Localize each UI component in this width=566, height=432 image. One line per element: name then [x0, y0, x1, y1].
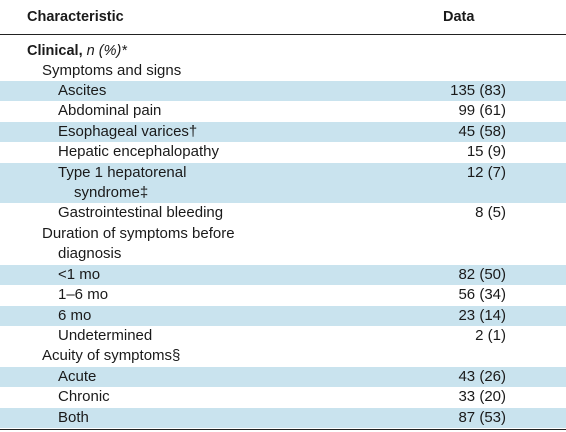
row-value: 12 (7) [466, 164, 506, 181]
table-row: Both 87 (53) [0, 408, 566, 428]
bottom-rule [0, 429, 566, 430]
row-value: 56 (34) [458, 286, 506, 303]
row-label: 1–6 mo [58, 286, 109, 303]
row-label: Hepatic encephalopathy [58, 143, 219, 160]
group-duration: Duration of symptoms before diagnosis [0, 224, 566, 264]
row-label: Both [58, 409, 89, 426]
table-row: Type 1 hepatorenal syndrome‡ 12 (7) [0, 163, 566, 203]
table-row: <1 mo 82 (50) [0, 265, 566, 285]
group-symptoms-signs: Symptoms and signs [0, 61, 566, 81]
header-data: Data [443, 9, 475, 25]
row-label: 6 mo [58, 307, 92, 324]
row-label: Undetermined [58, 327, 153, 344]
row-value: 87 (53) [458, 409, 506, 426]
row-value: 23 (14) [458, 307, 506, 324]
table-row: Hepatic encephalopathy 15 (9) [0, 142, 566, 162]
row-value: 135 (83) [450, 82, 506, 99]
row-label: Ascites [58, 82, 107, 99]
group-acuity: Acuity of symptoms§ [0, 346, 566, 366]
row-value: 43 (26) [458, 368, 506, 385]
table-row: Acute 43 (26) [0, 367, 566, 387]
row-value: 33 (20) [458, 388, 506, 405]
table-row: 6 mo 23 (14) [0, 306, 566, 326]
row-label: Type 1 hepatorenal syndrome‡ [58, 164, 187, 201]
table-header: Characteristic Data [0, 0, 566, 35]
row-label: Acute [58, 368, 97, 385]
table-row: Chronic 33 (20) [0, 387, 566, 407]
row-value: 82 (50) [458, 266, 506, 283]
row-label: Esophageal varices† [58, 123, 198, 140]
table-row: Esophageal varices† 45 (58) [0, 122, 566, 142]
row-value: 2 (1) [475, 327, 506, 344]
table-row: 1–6 mo 56 (34) [0, 285, 566, 305]
section-label: Clinical, n (%)* [27, 43, 127, 59]
group-label: Symptoms and signs [42, 62, 182, 79]
row-label: Abdominal pain [58, 102, 162, 119]
section-clinical: Clinical, n (%)* [0, 40, 566, 62]
row-label: Chronic [58, 388, 110, 405]
group-label: Acuity of symptoms§ [42, 347, 181, 364]
table-row: Ascites 135 (83) [0, 81, 566, 101]
table-row: Abdominal pain 99 (61) [0, 101, 566, 121]
row-value: 8 (5) [475, 204, 506, 221]
row-value: 15 (9) [466, 143, 506, 160]
row-label: Gastrointestinal bleeding [58, 204, 224, 221]
table-row: Gastrointestinal bleeding 8 (5) [0, 203, 566, 223]
table-row: Undetermined 2 (1) [0, 326, 566, 346]
group-label: Duration of symptoms before diagnosis [42, 225, 235, 262]
header-characteristic: Characteristic [27, 9, 124, 25]
row-label: <1 mo [58, 266, 101, 283]
row-value: 45 (58) [458, 123, 506, 140]
row-value: 99 (61) [458, 102, 506, 119]
